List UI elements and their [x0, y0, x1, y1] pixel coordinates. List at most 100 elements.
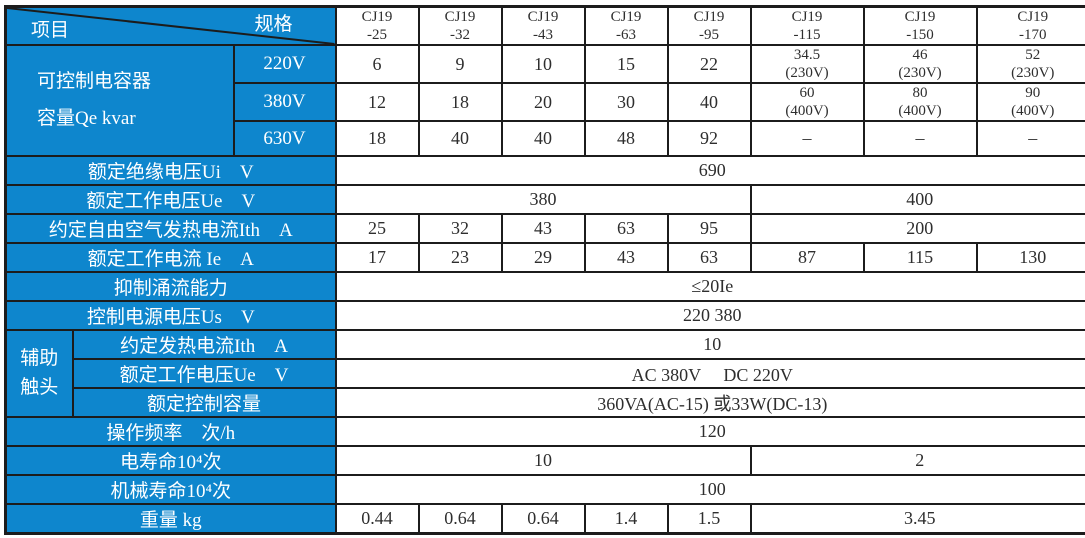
- item-label: 项目: [31, 15, 69, 42]
- merged-value-cell: 360VA(AC-15) 或33W(DC-13): [336, 388, 1085, 417]
- model-header-cell: CJ19 -115: [751, 7, 864, 46]
- value-cell: 52 (230V): [977, 45, 1085, 83]
- merged-value-cell: 100: [336, 475, 1085, 504]
- model-header-cell: CJ19 -170: [977, 7, 1085, 46]
- aux-heating-current-row: 辅助 触头 约定发热电流Ith A 10: [6, 330, 1085, 359]
- merged-value-cell: 220 380: [336, 301, 1085, 330]
- aux-control-capacity-row: 额定控制容量 360VA(AC-15) 或33W(DC-13): [6, 388, 1085, 417]
- value-cell: 130: [977, 243, 1085, 272]
- value-cell: 0.64: [502, 504, 585, 534]
- value-cell: 10: [502, 45, 585, 83]
- capacity-220v-row: 可控制电容器 容量Qe kvar 220V 6 9 10 15 22 34.5 …: [6, 45, 1085, 83]
- row-label-cell: 额定工作电流 Ie A: [6, 243, 336, 272]
- value-cell: 0.64: [419, 504, 502, 534]
- value-cell: 20: [502, 83, 585, 121]
- value-cell: 12: [336, 83, 419, 121]
- row-label-cell: 约定发热电流Ith A: [73, 330, 336, 359]
- value-cell: 9: [419, 45, 502, 83]
- row-label-cell: 额定控制容量: [73, 388, 336, 417]
- merged-value-cell: 380: [336, 185, 751, 214]
- merged-value-cell: 200: [751, 214, 1085, 243]
- voltage-630v-label-cell: 630V: [234, 121, 336, 156]
- aux-contacts-label-cell: 辅助 触头: [6, 330, 73, 417]
- row-label-cell: 额定绝缘电压Ui V: [6, 156, 336, 185]
- electrical-life-row: 电寿命10⁴次 10 2: [6, 446, 1085, 475]
- row-label-cell: 额定工作电压Ue V: [73, 359, 336, 388]
- merged-value-cell: 690: [336, 156, 1085, 185]
- merged-value-cell: 400: [751, 185, 1085, 214]
- model-header-cell: CJ19 -25: [336, 7, 419, 46]
- row-label-cell: 控制电源电压Us V: [6, 301, 336, 330]
- merged-value-cell: 3.45: [751, 504, 1085, 534]
- value-cell: 17: [336, 243, 419, 272]
- value-cell: 40: [419, 121, 502, 156]
- row-label-cell: 抑制涌流能力: [6, 272, 336, 301]
- row-label-cell: 操作频率 次/h: [6, 417, 336, 446]
- value-cell: 29: [502, 243, 585, 272]
- value-cell: 43: [585, 243, 668, 272]
- capacitor-capacity-label-cell: 可控制电容器 容量Qe kvar: [6, 45, 234, 156]
- merged-value-cell: 10: [336, 446, 751, 475]
- value-cell: –: [977, 121, 1085, 156]
- spec-label: 规格: [255, 9, 293, 36]
- value-cell: 90 (400V): [977, 83, 1085, 121]
- value-cell: 63: [668, 243, 751, 272]
- value-cell: 15: [585, 45, 668, 83]
- value-cell: 87: [751, 243, 864, 272]
- free-air-current-row: 约定自由空气发热电流Ith A 25 32 43 63 95 200: [6, 214, 1085, 243]
- value-cell: 80 (400V): [864, 83, 977, 121]
- row-label-cell: 额定工作电压Ue V: [6, 185, 336, 214]
- model-header-cell: CJ19 -150: [864, 7, 977, 46]
- value-cell: 60 (400V): [751, 83, 864, 121]
- row-label-cell: 重量 kg: [6, 504, 336, 534]
- value-cell: 43: [502, 214, 585, 243]
- inrush-row: 抑制涌流能力 ≤20Ie: [6, 272, 1085, 301]
- value-cell: 40: [668, 83, 751, 121]
- voltage-220v-label-cell: 220V: [234, 45, 336, 83]
- corner-cell: 规格 项目: [6, 7, 336, 46]
- model-header-cell: CJ19 -95: [668, 7, 751, 46]
- model-header-cell: CJ19 -63: [585, 7, 668, 46]
- weight-row: 重量 kg 0.44 0.64 0.64 1.4 1.5 3.45: [6, 504, 1085, 534]
- value-cell: 32: [419, 214, 502, 243]
- value-cell: 46 (230V): [864, 45, 977, 83]
- model-header-cell: CJ19 -43: [502, 7, 585, 46]
- value-cell: 6: [336, 45, 419, 83]
- value-cell: 48: [585, 121, 668, 156]
- value-cell: 40: [502, 121, 585, 156]
- control-voltage-row: 控制电源电压Us V 220 380: [6, 301, 1085, 330]
- merged-value-cell: 2: [751, 446, 1085, 475]
- merged-value-cell: 120: [336, 417, 1085, 446]
- working-voltage-row: 额定工作电压Ue V 380 400: [6, 185, 1085, 214]
- merged-value-cell: ≤20Ie: [336, 272, 1085, 301]
- value-cell: 25: [336, 214, 419, 243]
- value-cell: 18: [336, 121, 419, 156]
- insulation-voltage-row: 额定绝缘电压Ui V 690: [6, 156, 1085, 185]
- value-cell: 63: [585, 214, 668, 243]
- value-cell: 18: [419, 83, 502, 121]
- working-current-row: 额定工作电流 Ie A 17 23 29 43 63 87 115 130: [6, 243, 1085, 272]
- op-frequency-row: 操作频率 次/h 120: [6, 417, 1085, 446]
- value-cell: –: [751, 121, 864, 156]
- merged-value-cell: AC 380V DC 220V: [336, 359, 1085, 388]
- row-label-cell: 约定自由空气发热电流Ith A: [6, 214, 336, 243]
- value-cell: 0.44: [336, 504, 419, 534]
- header-row: 规格 项目 CJ19 -25 CJ19 -32 CJ19 -43 CJ19 -6…: [6, 7, 1085, 46]
- value-cell: 30: [585, 83, 668, 121]
- value-cell: 1.4: [585, 504, 668, 534]
- value-cell: 23: [419, 243, 502, 272]
- row-label-cell: 电寿命10⁴次: [6, 446, 336, 475]
- mechanical-life-row: 机械寿命10⁴次 100: [6, 475, 1085, 504]
- voltage-380v-label-cell: 380V: [234, 83, 336, 121]
- value-cell: 34.5 (230V): [751, 45, 864, 83]
- value-cell: 22: [668, 45, 751, 83]
- value-cell: 115: [864, 243, 977, 272]
- value-cell: 95: [668, 214, 751, 243]
- value-cell: 1.5: [668, 504, 751, 534]
- spec-table: 规格 项目 CJ19 -25 CJ19 -32 CJ19 -43 CJ19 -6…: [4, 5, 1085, 535]
- aux-working-voltage-row: 额定工作电压Ue V AC 380V DC 220V: [6, 359, 1085, 388]
- value-cell: 92: [668, 121, 751, 156]
- model-header-cell: CJ19 -32: [419, 7, 502, 46]
- merged-value-cell: 10: [336, 330, 1085, 359]
